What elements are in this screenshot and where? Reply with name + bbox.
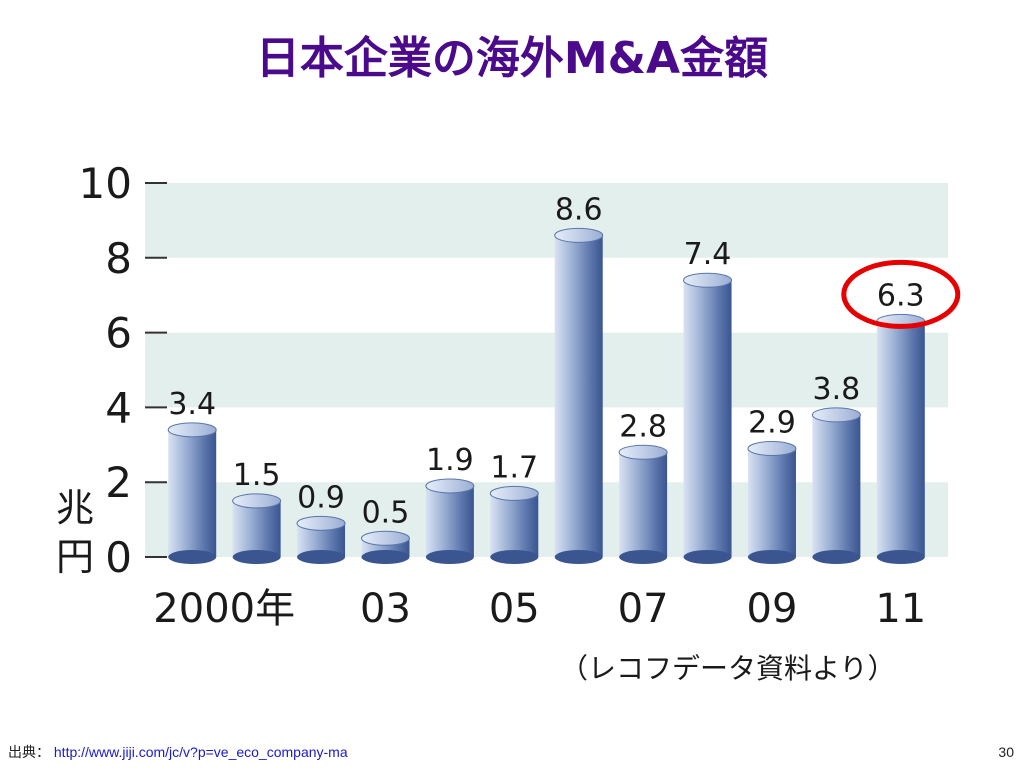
bar-base <box>619 550 668 564</box>
bar <box>168 429 217 557</box>
bar-cap <box>167 422 217 438</box>
bar-base <box>554 550 603 564</box>
bar-cap <box>554 227 604 243</box>
bar-cap <box>360 530 410 546</box>
y-tick-label: 10 <box>79 159 132 208</box>
bar-base <box>490 550 539 564</box>
bar-value-label: 1.5 <box>233 458 281 493</box>
bar <box>683 280 732 557</box>
bar-base <box>232 550 281 564</box>
bar-base <box>747 550 796 564</box>
grid-band <box>145 257 948 333</box>
bar-value-label: 0.9 <box>297 480 345 515</box>
bar-base <box>425 550 474 564</box>
bar <box>425 485 474 557</box>
grid-band <box>145 183 948 258</box>
bar-cap <box>232 493 282 509</box>
bar <box>232 500 281 557</box>
chart-source-note: （レコフデータ資料より） <box>560 652 895 685</box>
x-tick-label: 09 <box>747 586 798 632</box>
bar-base <box>297 550 346 564</box>
y-axis: 0 2 4 6 8 10 <box>79 159 167 582</box>
x-tick-label: 07 <box>618 586 669 632</box>
slide-title: 日本企業の海外M&A金額 <box>255 33 769 84</box>
bar-cap <box>425 478 475 494</box>
bar-cap <box>618 444 668 460</box>
bar-cap <box>747 441 797 457</box>
bar-value-label: 2.8 <box>619 409 667 444</box>
x-tick-label: 11 <box>875 586 926 632</box>
y-tick-label: 6 <box>105 309 132 358</box>
source-label: 出典： <box>8 744 50 760</box>
x-tick-label: 2000年 <box>153 586 295 632</box>
source-link[interactable]: http://www.jiji.com/jc/v?p=ve_eco_compan… <box>53 744 348 760</box>
bar-series: 3.4 1.5 0.9 0.5 1.9 1.7 8.6 2.8 7.4 2.9 3.8 6.3 <box>167 192 926 564</box>
grid-band <box>145 332 948 408</box>
bar-value-label: 3.4 <box>168 387 216 422</box>
bar <box>876 321 925 557</box>
bar-base <box>876 550 925 564</box>
bar <box>747 448 796 557</box>
bar-cap <box>683 272 733 288</box>
source-citation: 出典： http://www.jiji.com/jc/v?p=ve_eco_co… <box>8 742 348 762</box>
y-tick-label: 2 <box>105 458 132 507</box>
y-tick-label: 4 <box>105 383 132 432</box>
bar-base <box>812 550 861 564</box>
bar-value-label: 1.9 <box>426 443 474 478</box>
y-tick-label: 8 <box>105 234 132 283</box>
bar-cap <box>296 515 346 531</box>
bar <box>554 235 603 558</box>
x-tick-label: 05 <box>489 586 540 632</box>
bar-base <box>683 550 732 564</box>
y-tick-label: 0 <box>105 533 132 582</box>
y-axis-unit: 兆 円 <box>56 486 94 579</box>
y-axis-unit-char-2: 円 <box>56 535 94 579</box>
x-axis: 2000年 03 05 07 09 11 <box>153 586 926 632</box>
bar-cap <box>489 485 539 501</box>
bar-base <box>361 550 410 564</box>
bar-value-label: 0.5 <box>362 495 410 530</box>
bar <box>619 452 668 557</box>
page-number: 30 <box>998 744 1014 760</box>
bar-base <box>168 550 217 564</box>
highlight-circle <box>841 259 961 329</box>
bar-value-label: 6.3 <box>877 278 925 313</box>
bar-cap <box>811 407 861 423</box>
bar-value-label: 3.8 <box>813 372 861 407</box>
bar-value-label: 1.7 <box>490 450 538 485</box>
bar <box>812 414 861 557</box>
bar-value-label: 2.9 <box>748 406 796 441</box>
x-tick-label: 03 <box>360 586 411 632</box>
bar-value-label: 7.4 <box>684 237 732 272</box>
y-axis-unit-char-1: 兆 <box>56 486 94 530</box>
bar-value-label: 8.6 <box>555 192 603 227</box>
bar <box>490 493 539 557</box>
